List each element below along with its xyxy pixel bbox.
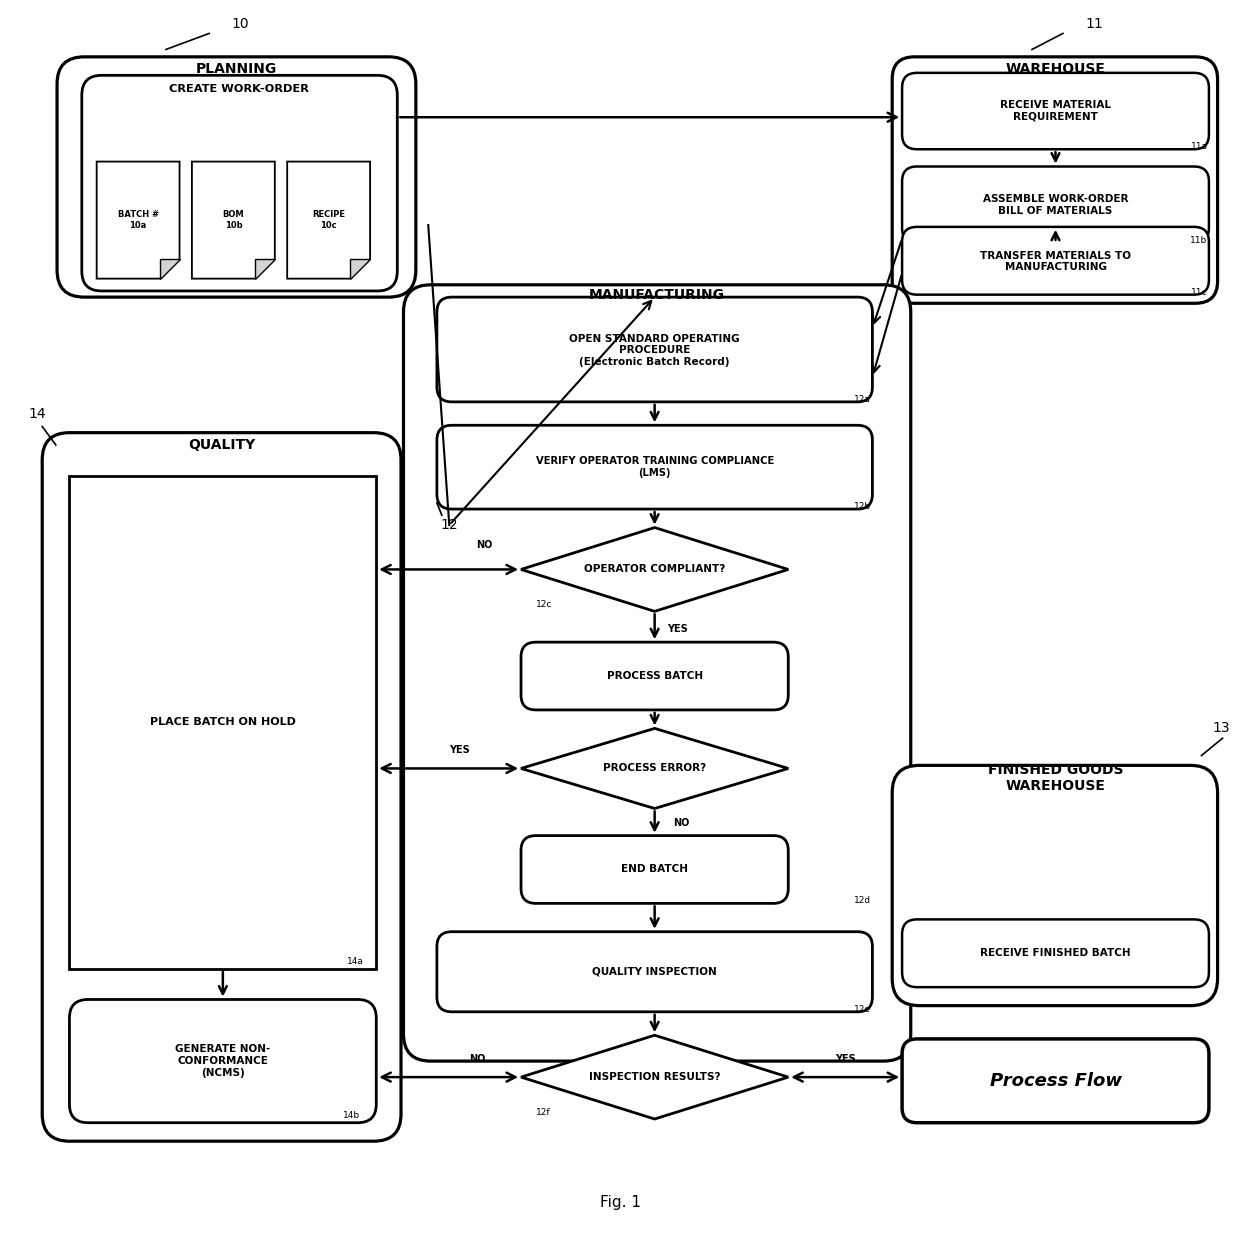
FancyBboxPatch shape [436,425,873,509]
Text: 14b: 14b [343,1112,360,1120]
FancyBboxPatch shape [57,57,415,298]
FancyBboxPatch shape [82,75,397,291]
FancyBboxPatch shape [521,836,789,903]
Text: MANUFACTURING: MANUFACTURING [589,288,725,301]
FancyBboxPatch shape [901,227,1209,295]
Text: PROCESS BATCH: PROCESS BATCH [606,671,703,680]
Text: 12e: 12e [854,1005,870,1014]
Text: 11a: 11a [1190,142,1208,152]
Polygon shape [521,527,789,611]
Text: RECEIVE MATERIAL
REQUIREMENT: RECEIVE MATERIAL REQUIREMENT [999,100,1111,122]
Text: Process Flow: Process Flow [990,1072,1121,1089]
Text: 11c: 11c [1190,288,1208,296]
Polygon shape [192,162,275,279]
FancyBboxPatch shape [42,432,401,1141]
Text: QUALITY: QUALITY [188,438,255,452]
Text: WAREHOUSE: WAREHOUSE [1006,62,1105,77]
Text: PLACE BATCH ON HOLD: PLACE BATCH ON HOLD [150,718,296,727]
Text: BATCH #
10a: BATCH # 10a [118,210,159,230]
Text: QUALITY INSPECTION: QUALITY INSPECTION [593,967,717,977]
Text: BOM
10b: BOM 10b [222,210,244,230]
FancyBboxPatch shape [403,285,910,1061]
Text: PLANNING: PLANNING [196,62,277,77]
FancyBboxPatch shape [436,931,873,1011]
Text: YES: YES [835,1053,856,1063]
Bar [69,475,376,968]
Text: Fig. 1: Fig. 1 [599,1195,641,1210]
FancyBboxPatch shape [901,1039,1209,1123]
Text: 12c: 12c [536,600,552,609]
Text: 14a: 14a [347,957,363,966]
FancyBboxPatch shape [69,999,376,1123]
Text: 12b: 12b [854,503,870,511]
FancyBboxPatch shape [436,298,873,401]
Text: OPEN STANDARD OPERATING
PROCEDURE
(Electronic Batch Record): OPEN STANDARD OPERATING PROCEDURE (Elect… [569,333,740,367]
Text: END BATCH: END BATCH [621,864,688,874]
Text: VERIFY OPERATOR TRAINING COMPLIANCE
(LMS): VERIFY OPERATOR TRAINING COMPLIANCE (LMS… [536,457,774,478]
Text: 11: 11 [1085,16,1102,31]
Text: NO: NO [476,540,492,550]
Text: 12f: 12f [536,1108,551,1116]
Text: YES: YES [449,745,470,755]
Text: ASSEMBLE WORK-ORDER
BILL OF MATERIALS: ASSEMBLE WORK-ORDER BILL OF MATERIALS [983,194,1128,215]
Text: 12a: 12a [854,395,870,404]
Text: 12: 12 [440,519,458,532]
Text: CREATE WORK-ORDER: CREATE WORK-ORDER [169,84,309,94]
Text: 13: 13 [1213,721,1230,735]
Text: 10: 10 [232,16,249,31]
Text: NO: NO [470,1053,486,1063]
Polygon shape [521,729,789,809]
Text: YES: YES [667,624,688,634]
Text: 14: 14 [29,408,46,421]
Text: 11b: 11b [1190,236,1208,245]
Text: NO: NO [673,819,689,829]
Text: INSPECTION RESULTS?: INSPECTION RESULTS? [589,1072,720,1082]
Polygon shape [97,162,180,279]
Text: OPERATOR COMPLIANT?: OPERATOR COMPLIANT? [584,564,725,574]
Text: TRANSFER MATERIALS TO
MANUFACTURING: TRANSFER MATERIALS TO MANUFACTURING [980,251,1131,272]
FancyBboxPatch shape [893,766,1218,1005]
Polygon shape [160,259,180,279]
Text: 12d: 12d [854,897,870,905]
FancyBboxPatch shape [901,167,1209,243]
Text: GENERATE NON-
CONFORMANCE
(NCMS): GENERATE NON- CONFORMANCE (NCMS) [175,1045,270,1078]
Text: PROCESS ERROR?: PROCESS ERROR? [603,763,707,773]
FancyBboxPatch shape [521,642,789,710]
Polygon shape [521,1035,789,1119]
FancyBboxPatch shape [901,919,1209,987]
Text: RECIPE
10c: RECIPE 10c [312,210,345,230]
FancyBboxPatch shape [901,73,1209,149]
Polygon shape [350,259,370,279]
Text: RECEIVE FINISHED BATCH: RECEIVE FINISHED BATCH [980,948,1131,958]
Text: FINISHED GOODS
WAREHOUSE: FINISHED GOODS WAREHOUSE [988,762,1123,793]
Polygon shape [255,259,275,279]
Polygon shape [288,162,370,279]
FancyBboxPatch shape [893,57,1218,304]
